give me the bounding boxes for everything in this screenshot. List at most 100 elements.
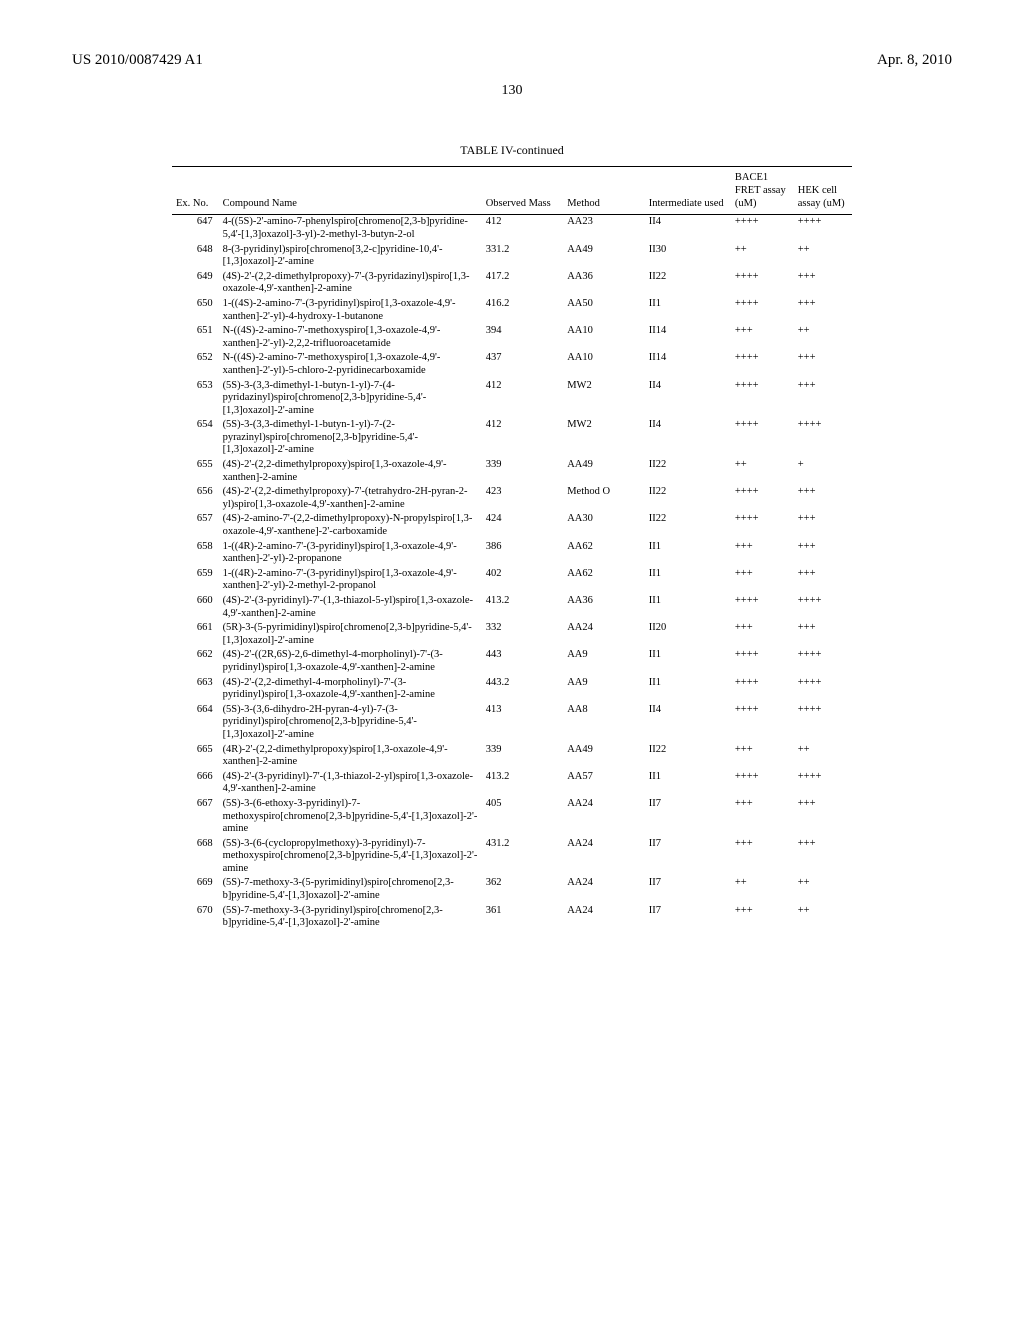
- cell-intermediate: II7: [645, 837, 731, 877]
- cell-mass: 405: [482, 797, 564, 837]
- cell-method: AA10: [563, 351, 645, 378]
- cell-compound: (5S)-3-(6-ethoxy-3-pyridinyl)-7-methoxys…: [219, 797, 482, 837]
- col-intermediate: Intermediate used: [645, 167, 731, 215]
- table-row: 670(5S)-7-methoxy-3-(3-pyridinyl)spiro[c…: [172, 904, 852, 931]
- cell-compound: 1-((4R)-2-amino-7'-(3-pyridinyl)spiro[1,…: [219, 540, 482, 567]
- cell-bace1: +++: [731, 837, 794, 877]
- cell-intermediate: II30: [645, 243, 731, 270]
- cell-mass: 331.2: [482, 243, 564, 270]
- cell-bace1: ++: [731, 458, 794, 485]
- cell-intermediate: II1: [645, 594, 731, 621]
- cell-ex-no: 667: [172, 797, 219, 837]
- cell-method: AA8: [563, 703, 645, 743]
- cell-bace1: ++++: [731, 297, 794, 324]
- cell-ex-no: 653: [172, 379, 219, 419]
- cell-bace1: ++: [731, 243, 794, 270]
- cell-bace1: ++: [731, 876, 794, 903]
- table-row: 655(4S)-2'-(2,2-dimethylpropoxy)spiro[1,…: [172, 458, 852, 485]
- cell-method: AA24: [563, 797, 645, 837]
- cell-ex-no: 658: [172, 540, 219, 567]
- cell-mass: 339: [482, 458, 564, 485]
- table-row: 669(5S)-7-methoxy-3-(5-pyrimidinyl)spiro…: [172, 876, 852, 903]
- cell-compound: N-((4S)-2-amino-7'-methoxyspiro[1,3-oxaz…: [219, 351, 482, 378]
- table-row: 6581-((4R)-2-amino-7'-(3-pyridinyl)spiro…: [172, 540, 852, 567]
- cell-method: AA24: [563, 876, 645, 903]
- cell-intermediate: II1: [645, 567, 731, 594]
- cell-hek: ++++: [794, 594, 852, 621]
- cell-compound: 8-(3-pyridinyl)spiro[chromeno[3,2-c]pyri…: [219, 243, 482, 270]
- cell-compound: (4S)-2'-(3-pyridinyl)-7'-(1,3-thiazol-2-…: [219, 770, 482, 797]
- cell-hek: +++: [794, 297, 852, 324]
- cell-hek: ++: [794, 324, 852, 351]
- cell-compound: (4S)-2'-(3-pyridinyl)-7'-(1,3-thiazol-5-…: [219, 594, 482, 621]
- cell-hek: ++: [794, 904, 852, 931]
- cell-mass: 339: [482, 743, 564, 770]
- cell-bace1: +++: [731, 324, 794, 351]
- cell-method: AA30: [563, 512, 645, 539]
- cell-hek: ++++: [794, 418, 852, 458]
- cell-method: AA49: [563, 458, 645, 485]
- compound-table: Ex. No. Compound Name Observed Mass Meth…: [172, 166, 852, 931]
- cell-method: AA9: [563, 648, 645, 675]
- col-compound: Compound Name: [219, 167, 482, 215]
- cell-bace1: +++: [731, 621, 794, 648]
- publication-date: Apr. 8, 2010: [877, 52, 952, 69]
- cell-compound: 1-((4R)-2-amino-7'-(3-pyridinyl)spiro[1,…: [219, 567, 482, 594]
- cell-hek: +++: [794, 621, 852, 648]
- cell-hek: ++++: [794, 676, 852, 703]
- cell-compound: (4S)-2'-(2,2-dimethyl-4-morpholinyl)-7'-…: [219, 676, 482, 703]
- cell-hek: ++: [794, 243, 852, 270]
- cell-mass: 443: [482, 648, 564, 675]
- cell-intermediate: II7: [645, 797, 731, 837]
- col-mass: Observed Mass: [482, 167, 564, 215]
- table-title: TABLE IV-continued: [72, 143, 952, 158]
- cell-ex-no: 648: [172, 243, 219, 270]
- cell-hek: +: [794, 458, 852, 485]
- cell-compound: (5S)-7-methoxy-3-(3-pyridinyl)spiro[chro…: [219, 904, 482, 931]
- cell-bace1: ++++: [731, 379, 794, 419]
- cell-intermediate: II22: [645, 512, 731, 539]
- cell-hek: +++: [794, 512, 852, 539]
- cell-ex-no: 649: [172, 270, 219, 297]
- cell-hek: +++: [794, 540, 852, 567]
- cell-compound: (5S)-7-methoxy-3-(5-pyrimidinyl)spiro[ch…: [219, 876, 482, 903]
- table-row: 660(4S)-2'-(3-pyridinyl)-7'-(1,3-thiazol…: [172, 594, 852, 621]
- cell-compound: 1-((4S)-2-amino-7'-(3-pyridinyl)spiro[1,…: [219, 297, 482, 324]
- col-ex-no: Ex. No.: [172, 167, 219, 215]
- cell-compound: (4S)-2'-(2,2-dimethylpropoxy)-7'-(tetrah…: [219, 485, 482, 512]
- cell-bace1: ++++: [731, 351, 794, 378]
- cell-bace1: +++: [731, 567, 794, 594]
- page-container: US 2010/0087429 A1 Apr. 8, 2010 130 TABL…: [0, 0, 1024, 971]
- cell-method: AA10: [563, 324, 645, 351]
- cell-intermediate: II22: [645, 270, 731, 297]
- cell-ex-no: 670: [172, 904, 219, 931]
- cell-method: AA36: [563, 270, 645, 297]
- table-row: 651N-((4S)-2-amino-7'-methoxyspiro[1,3-o…: [172, 324, 852, 351]
- cell-hek: +++: [794, 837, 852, 877]
- cell-ex-no: 651: [172, 324, 219, 351]
- cell-intermediate: II1: [645, 648, 731, 675]
- cell-compound: (4S)-2-amino-7'-(2,2-dimethylpropoxy)-N-…: [219, 512, 482, 539]
- table-row: 665(4R)-2'-(2,2-dimethylpropoxy)spiro[1,…: [172, 743, 852, 770]
- cell-ex-no: 669: [172, 876, 219, 903]
- page-header: US 2010/0087429 A1 Apr. 8, 2010: [72, 52, 952, 69]
- cell-ex-no: 668: [172, 837, 219, 877]
- cell-hek: ++: [794, 876, 852, 903]
- cell-mass: 413.2: [482, 594, 564, 621]
- table-row: 6501-((4S)-2-amino-7'-(3-pyridinyl)spiro…: [172, 297, 852, 324]
- cell-intermediate: II1: [645, 770, 731, 797]
- cell-ex-no: 662: [172, 648, 219, 675]
- cell-mass: 443.2: [482, 676, 564, 703]
- cell-mass: 386: [482, 540, 564, 567]
- cell-mass: 362: [482, 876, 564, 903]
- table-row: 668(5S)-3-(6-(cyclopropylmethoxy)-3-pyri…: [172, 837, 852, 877]
- cell-method: AA49: [563, 743, 645, 770]
- cell-bace1: ++++: [731, 770, 794, 797]
- cell-intermediate: II22: [645, 458, 731, 485]
- cell-compound: (5S)-3-(3,3-dimethyl-1-butyn-1-yl)-7-(4-…: [219, 379, 482, 419]
- cell-method: AA36: [563, 594, 645, 621]
- cell-hek: +++: [794, 270, 852, 297]
- cell-intermediate: II14: [645, 351, 731, 378]
- cell-hek: ++: [794, 743, 852, 770]
- cell-ex-no: 665: [172, 743, 219, 770]
